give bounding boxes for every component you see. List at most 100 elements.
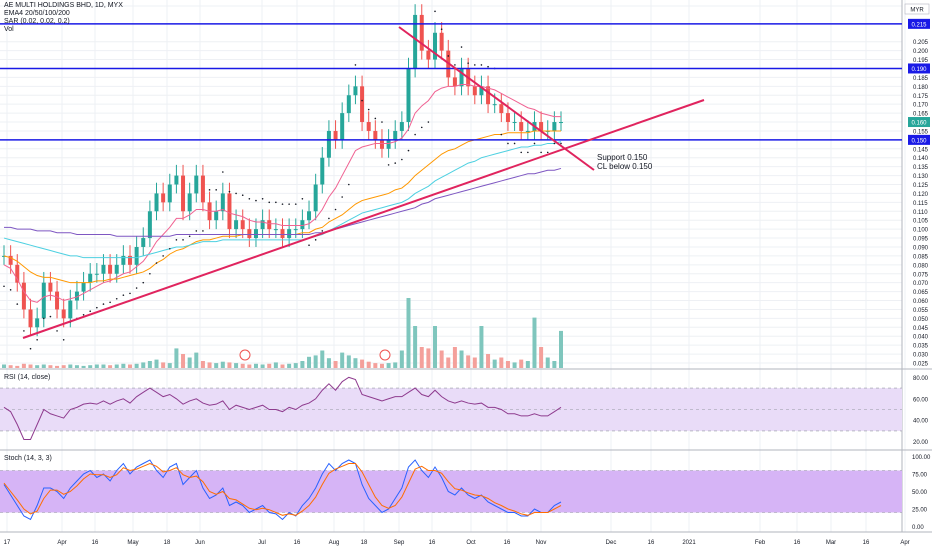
- sar-dot: [507, 142, 509, 145]
- sar-dot: [9, 289, 12, 291]
- candle-body: [8, 255, 13, 265]
- sar-dot: [387, 164, 390, 166]
- price-tick-label: 0.030: [913, 353, 929, 359]
- sar-dot: [275, 201, 277, 204]
- sar-dot: [102, 303, 105, 305]
- candle-body: [273, 229, 278, 231]
- candle-body: [267, 220, 272, 230]
- volume-bar: [492, 359, 497, 368]
- sar-dot: [381, 121, 383, 123]
- sar-dot: [122, 294, 125, 296]
- sar-dot: [129, 292, 131, 295]
- volume-bar: [273, 362, 278, 368]
- candle-body: [519, 122, 524, 131]
- sar-dot: [414, 133, 416, 136]
- candle-body: [41, 282, 46, 319]
- volume-bar: [326, 358, 331, 368]
- sar-dot: [447, 55, 450, 57]
- price-tick-label: 0.200: [913, 49, 929, 55]
- time-tick-label: Aug: [329, 540, 340, 546]
- sar-dot: [301, 197, 304, 200]
- volume-bar: [552, 361, 557, 368]
- sar-dot: [348, 183, 350, 186]
- candle-body: [61, 309, 66, 319]
- candle-body: [433, 32, 438, 60]
- candle-body: [559, 122, 563, 124]
- sar-dot: [248, 197, 251, 200]
- earnings-marker: [239, 349, 251, 361]
- legend-ema: EMA4 20/50/100/200: [4, 10, 70, 17]
- candle-body: [161, 193, 166, 203]
- annotation-line1: Support 0.150: [597, 153, 648, 162]
- volume-bar: [307, 356, 312, 368]
- sar-dot: [36, 338, 38, 341]
- volume-bar: [35, 365, 40, 368]
- sar-dot: [321, 230, 324, 232]
- sar-dot: [520, 151, 523, 154]
- candle-body: [280, 229, 285, 239]
- descending-trendline: [398, 26, 595, 171]
- candle-body: [479, 86, 484, 96]
- sar-dot: [354, 64, 357, 66]
- level-badge-label: 0.150: [911, 138, 927, 144]
- sar-dot: [215, 189, 217, 191]
- sar-dot: [480, 64, 483, 66]
- sar-dot: [168, 247, 171, 250]
- time-tick-label: Oct: [466, 540, 476, 546]
- sar-dot: [420, 126, 423, 129]
- price-tick-label: 0.025: [913, 362, 929, 368]
- sar-dot: [241, 194, 244, 197]
- candle-body: [55, 291, 60, 310]
- stoch-tick-label: 75.00: [912, 473, 928, 479]
- volume-bar: [459, 350, 464, 368]
- candle-body: [94, 273, 99, 275]
- candle-body: [307, 211, 312, 221]
- level-badge-label: 0.215: [911, 22, 927, 28]
- volume-bar: [300, 361, 305, 368]
- sar-dot: [142, 281, 145, 284]
- sar-dot: [527, 151, 529, 154]
- sar-dot: [440, 28, 443, 31]
- candle-body: [333, 130, 338, 140]
- price-tick-label: 0.115: [913, 201, 928, 207]
- sar-dot: [188, 235, 191, 238]
- candle-body: [15, 264, 20, 283]
- price-tick-label: 0.045: [913, 326, 929, 332]
- candle-body: [134, 246, 139, 265]
- candle-body: [373, 130, 378, 140]
- volume-bar: [280, 364, 285, 368]
- candle-body: [386, 139, 391, 149]
- volume-bar: [240, 363, 245, 368]
- sar-dot: [281, 203, 284, 205]
- chart-legend: AE MULTI HOLDINGS BHD, 1D, MYX EMA4 20/5…: [4, 2, 123, 34]
- time-tick-label: Apr: [900, 540, 909, 546]
- volume-bar: [512, 362, 517, 368]
- candle-body: [174, 175, 179, 185]
- volume-bar: [559, 330, 563, 368]
- sar-dot: [222, 171, 224, 173]
- sar-dot: [540, 151, 542, 154]
- price-tick-label: 0.120: [913, 192, 929, 198]
- sar-dot: [235, 192, 237, 195]
- volume-bar: [194, 352, 199, 368]
- time-tick-label: 16: [429, 540, 436, 546]
- candle-body: [366, 122, 371, 131]
- time-tick-label: Mar: [826, 540, 836, 546]
- volume-bar: [346, 355, 351, 368]
- sar-dot: [560, 142, 562, 145]
- stoch-band: [0, 470, 902, 513]
- sar-dot: [135, 287, 138, 289]
- sar-dot: [308, 244, 310, 246]
- time-tick-label: Feb: [755, 540, 766, 546]
- sar-dot: [195, 230, 198, 232]
- rsi-tick-label: 20.00: [913, 440, 929, 446]
- volume-bar: [545, 357, 550, 368]
- time-tick-label: Sep: [394, 540, 405, 546]
- sar-dot: [294, 203, 297, 205]
- candle-body: [326, 130, 331, 158]
- level-badge: [908, 134, 930, 145]
- stoch-k-line: [3, 459, 562, 521]
- sar-dot: [460, 46, 463, 48]
- sar-dot: [3, 285, 5, 288]
- sar-dot: [261, 197, 264, 200]
